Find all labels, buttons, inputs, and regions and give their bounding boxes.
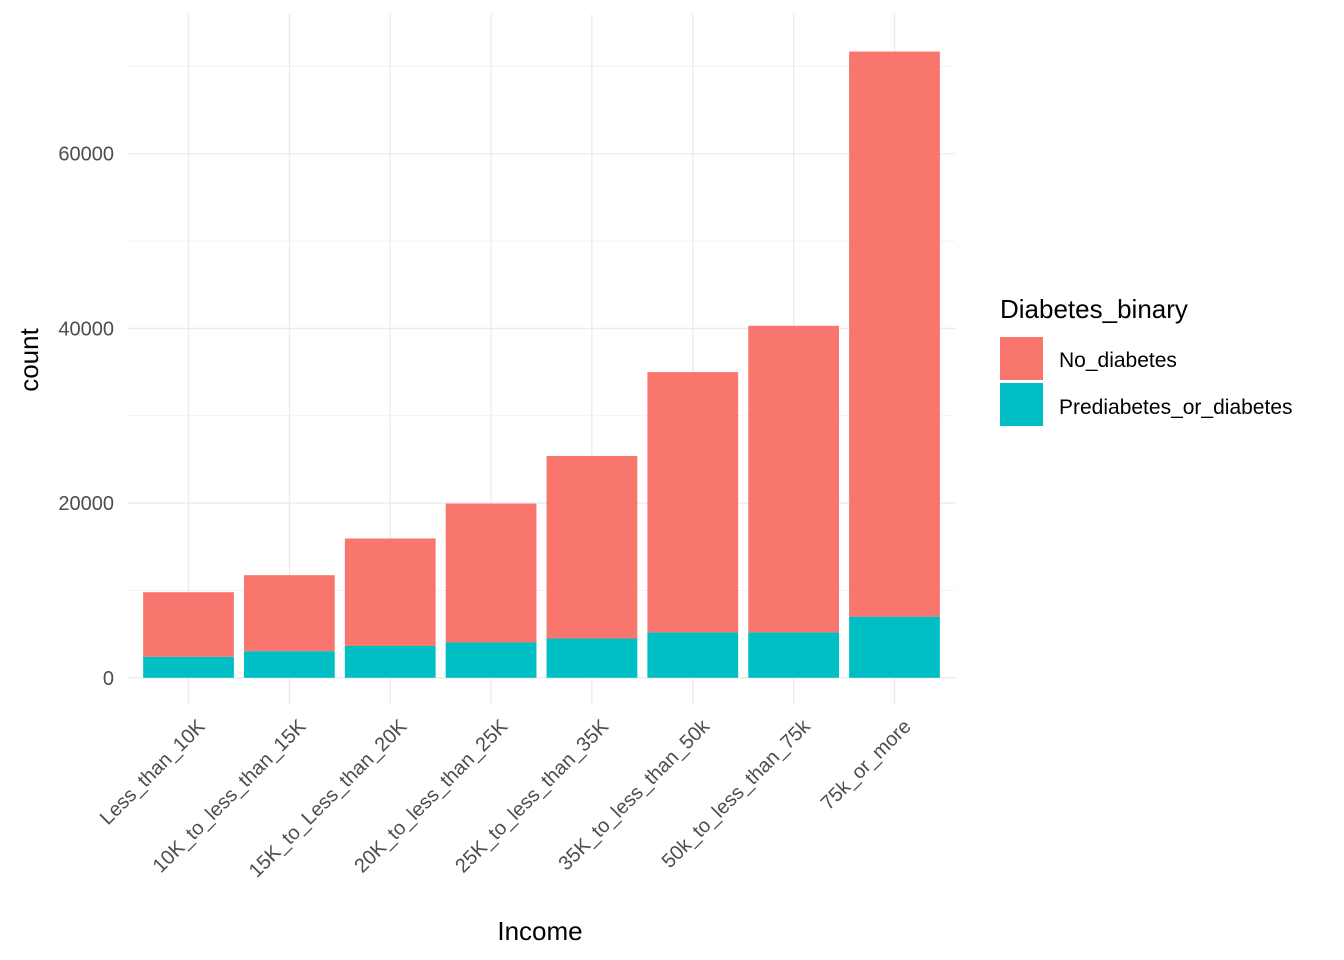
bar-no-diabetes-2 [344, 538, 436, 646]
y-axis-ticks: 0 20000 40000 60000 [58, 144, 114, 690]
y-tick-label-0: 0 [103, 668, 114, 690]
y-axis-title: count [14, 327, 44, 391]
bar-no-diabetes-0 [143, 592, 234, 657]
x-axis-title: Income [497, 916, 582, 946]
legend-label-no-diabetes: No_diabetes [1059, 349, 1177, 372]
legend-key-no-diabetes [1000, 337, 1043, 380]
bar-prediabetes-or-diabetes-0 [143, 656, 234, 678]
x-tick-label-7: 75k_or_more [817, 716, 916, 815]
bar-prediabetes-or-diabetes-1 [243, 651, 335, 678]
x-tick-label-0: Less_than_10K [96, 715, 210, 829]
bars [143, 51, 940, 678]
bar-no-diabetes-7 [849, 51, 940, 617]
x-axis-ticks: Less_than_10K10K_to_less_than_15K15K_to_… [96, 715, 916, 882]
legend-label-prediabetes-or-diabetes: Prediabetes_or_diabetes [1059, 396, 1293, 419]
y-tick-label-3: 60000 [58, 144, 114, 166]
bar-no-diabetes-1 [243, 575, 335, 652]
bar-prediabetes-or-diabetes-5 [647, 632, 739, 678]
bar-prediabetes-or-diabetes-7 [849, 616, 940, 678]
bar-prediabetes-or-diabetes-2 [344, 645, 436, 678]
bar-no-diabetes-6 [748, 325, 840, 633]
bar-prediabetes-or-diabetes-6 [748, 632, 840, 678]
bar-no-diabetes-3 [445, 503, 537, 643]
legend-key-prediabetes-or-diabetes [1000, 383, 1043, 426]
bar-prediabetes-or-diabetes-3 [445, 642, 537, 678]
y-tick-label-1: 20000 [58, 493, 114, 515]
legend: Diabetes_binary No_diabetes Prediabetes_… [1000, 294, 1293, 426]
bar-prediabetes-or-diabetes-4 [546, 638, 638, 678]
y-tick-label-2: 40000 [58, 318, 114, 340]
bar-no-diabetes-5 [647, 372, 739, 633]
bar-no-diabetes-4 [546, 455, 638, 639]
legend-title: Diabetes_binary [1000, 294, 1188, 324]
